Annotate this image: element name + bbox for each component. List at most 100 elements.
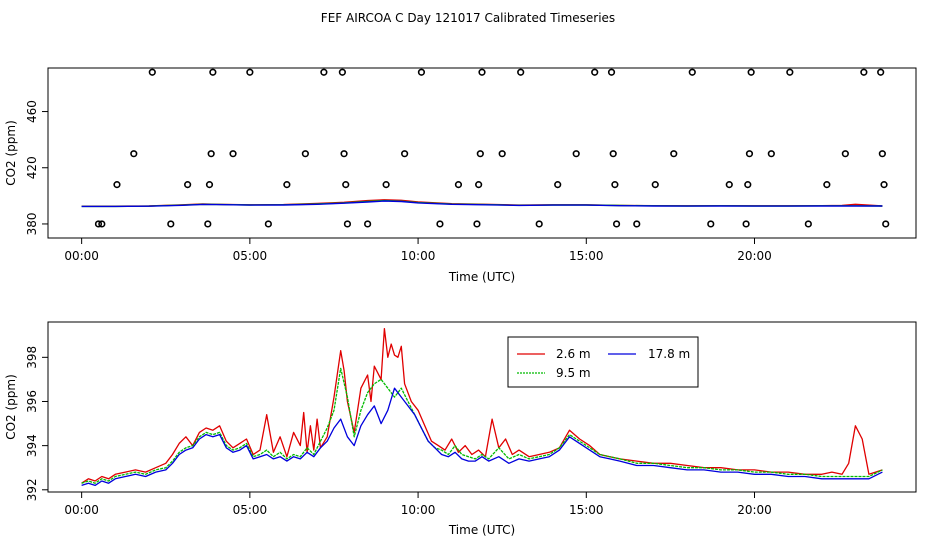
scatter-point [707, 220, 715, 228]
top-series-lines [81, 199, 883, 208]
y-tick-label: 398 [25, 346, 39, 369]
scatter-point [651, 181, 659, 189]
scatter-point [401, 150, 409, 158]
legend-label-2-6m: 2.6 m [556, 347, 591, 361]
top-x-axis: 00:00 05:00 10:00 15:00 20:00 [64, 237, 772, 263]
bottom-y-axis-label: CO2 (ppm) [4, 374, 18, 440]
scatter-point [688, 68, 696, 76]
x-tick-label: 05:00 [233, 249, 268, 263]
scatter-point [591, 68, 599, 76]
legend-box [507, 336, 699, 388]
top-panel: 00:00 05:00 10:00 15:00 20:00 380 420 460 Time… [4, 67, 917, 284]
y-tick-label: 392 [25, 478, 39, 501]
scatter-point [320, 68, 328, 76]
bottom-series-lines [81, 327, 883, 487]
scatter-point [611, 181, 619, 189]
scatter-point [473, 220, 481, 228]
scatter-point [841, 150, 849, 158]
scatter-point [417, 68, 426, 76]
series-line-2-6-m [81, 327, 883, 484]
scatter-point [478, 68, 486, 76]
scatter-point [283, 181, 291, 189]
scatter-point [301, 150, 309, 158]
scatter-point [229, 150, 237, 158]
scatter-point [340, 150, 348, 158]
y-tick-label: 396 [25, 390, 39, 413]
legend-label-17-8m: 17.8 m [648, 347, 690, 361]
scatter-point [382, 181, 390, 189]
x-tick-label: 15:00 [569, 503, 604, 517]
scatter-point [535, 220, 543, 228]
scatter-point [612, 220, 621, 228]
bottom-x-axis-label: Time (UTC) [448, 523, 515, 537]
scatter-point [209, 68, 217, 76]
x-tick-label: 15:00 [569, 249, 604, 263]
series-line-17-8-m [81, 200, 883, 208]
scatter-point [130, 150, 138, 158]
series-line-17-8-m [81, 387, 883, 487]
y-tick-label: 460 [25, 100, 39, 123]
scatter-point [767, 150, 775, 158]
scatter-point [745, 150, 754, 158]
scatter-point [342, 181, 350, 189]
scatter-point [880, 181, 888, 189]
scatter-point [607, 68, 616, 76]
scatter-point [786, 68, 794, 76]
scatter-point [804, 220, 812, 228]
x-tick-label: 00:00 [64, 503, 99, 517]
scatter-point [167, 220, 175, 228]
scatter-point [877, 68, 885, 76]
top-scatter-points [94, 68, 890, 228]
scatter-point [364, 220, 372, 228]
top-y-axis-label: CO2 (ppm) [4, 120, 18, 186]
legend: 2.6 m 17.8 m 9.5 m [507, 336, 699, 388]
y-tick-label: 394 [25, 434, 39, 457]
scatter-point [113, 181, 121, 189]
scatter-point [207, 150, 215, 158]
scatter-point [670, 150, 678, 158]
scatter-point [204, 220, 212, 228]
y-tick-label: 380 [25, 212, 39, 235]
scatter-point [860, 68, 868, 76]
y-tick-label: 420 [25, 156, 39, 179]
scatter-point [436, 220, 444, 228]
x-tick-label: 10:00 [401, 249, 436, 263]
x-tick-label: 00:00 [64, 249, 99, 263]
legend-label-9-5m: 9.5 m [556, 366, 591, 380]
scatter-point [882, 220, 890, 228]
top-plot-frame [47, 67, 917, 239]
scatter-point [454, 181, 463, 189]
scatter-point [572, 150, 580, 158]
scatter-point [264, 220, 272, 228]
scatter-point [205, 181, 214, 189]
scatter-point [475, 181, 483, 189]
scatter-point [744, 181, 752, 189]
scatter-point [554, 181, 562, 189]
scatter-point [742, 220, 750, 228]
top-x-axis-label: Time (UTC) [448, 270, 515, 284]
scatter-point [609, 150, 617, 158]
bottom-plot-frame [47, 321, 917, 493]
scatter-point [148, 68, 156, 76]
scatter-point [823, 181, 831, 189]
x-tick-label: 20:00 [737, 503, 772, 517]
bottom-panel: 00:00 05:00 10:00 15:00 20:00 392 394 396 398 T… [4, 321, 917, 537]
scatter-point [878, 150, 886, 158]
scatter-point [476, 150, 484, 158]
x-tick-label: 20:00 [737, 249, 772, 263]
series-line-9-5-m [81, 367, 883, 484]
scatter-point [184, 181, 192, 189]
scatter-point [517, 68, 525, 76]
scatter-point [246, 68, 254, 76]
scatter-point [343, 220, 352, 228]
scatter-point [747, 68, 755, 76]
scatter-point [98, 220, 106, 228]
x-tick-label: 05:00 [233, 503, 268, 517]
scatter-point [633, 220, 641, 228]
scatter-point [498, 150, 506, 158]
page-title: FEF AIRCOA C Day 121017 Calibrated Times… [321, 11, 615, 25]
bottom-x-axis: 00:00 05:00 10:00 15:00 20:00 [64, 491, 772, 517]
scatter-point [94, 220, 103, 228]
scatter-point [725, 181, 733, 189]
scatter-point [338, 68, 346, 76]
